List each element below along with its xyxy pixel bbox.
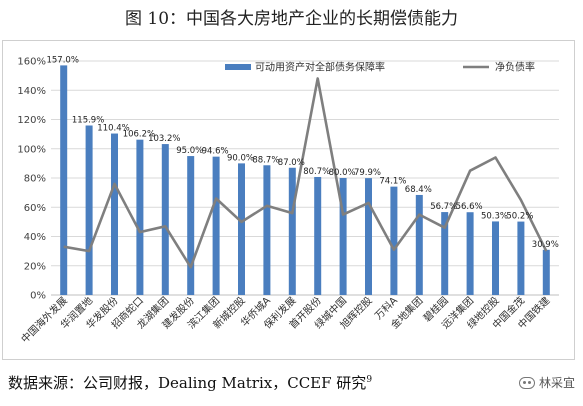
bar-data-label: 50.2% [506,212,533,222]
bar [288,167,296,295]
bar [263,165,271,295]
bar-data-label: 56.7% [430,202,457,212]
bar-data-label: 88.7% [252,155,279,165]
bar-data-label: 79.9% [354,168,381,178]
bar [314,176,322,295]
legend-label-bar: 可动用资产对全部债务保障率 [255,61,385,74]
bar [365,178,372,295]
bar-data-label: 103.2% [148,134,180,144]
bar-data-label: 74.1% [379,177,406,187]
y-tick-label: 60% [24,203,46,214]
source-footnote: 9 [366,375,373,385]
bar [415,194,423,295]
y-tick-label: 20% [24,261,46,272]
page-title: 图 10：中国各大房地产企业的长期偿债能力 [124,9,459,29]
bar-data-label: 106.2% [123,130,155,140]
line-series-net-debt [63,77,548,269]
legend-label-line: 净负债率 [495,61,535,74]
bar [390,186,398,295]
bar [111,133,118,295]
source-text: 数据来源：公司财报，Dealing Matrix，CCEF 研究 [8,374,367,392]
y-tick-label: 140% [17,86,46,97]
bar-data-label: 87.0% [278,158,305,168]
bar [492,221,499,295]
chart: 0% 20% 40% 60% 80% 100% 120% 140% 160% 157.0% 115.… [17,55,559,346]
y-tick-label: 40% [24,232,46,243]
source-note: 数据来源：公司财报，Dealing Matrix，CCEF 研究9 [8,372,372,393]
bar [60,65,68,295]
bar [85,125,93,295]
bar-data-label: 95.0% [176,146,203,156]
bar [212,156,220,295]
y-tick-label: 80% [24,174,46,185]
bar-data-label: 80.7% [303,167,330,177]
bar-data-label: 90.0% [227,153,254,163]
bar-data-label: 56.6% [456,202,483,212]
y-tick-label: 0% [30,291,46,302]
legend-swatch-bar [225,64,251,70]
y-tick-label: 120% [17,115,46,126]
y-tick-label: 100% [17,144,46,155]
bar [238,163,245,295]
bar-data-label: 50.3% [481,211,508,221]
bar-data-label: 30.9% [532,240,559,250]
bar-data-label: 68.4% [405,185,432,195]
y-tick-label: 160% [17,57,46,68]
bar [187,156,195,295]
watermark-text: 林采宜 [538,376,575,390]
bar-data-label: 94.6% [202,147,229,157]
bar [339,178,347,295]
bar-data-label: 80.0% [329,168,356,178]
bar [466,212,474,295]
bar [441,212,449,295]
bar-data-label: 110.4% [97,124,129,134]
bar-data-label: 115.9% [72,115,104,125]
bar [542,249,550,295]
bar [136,139,144,295]
wechat-icon [518,376,535,389]
watermark: 林采宜 [518,374,575,391]
bar-data-label: 157.0% [46,55,78,65]
chart-frame: 0% 20% 40% 60% 80% 100% 120% 140% 160% 157.0% 115.… [2,40,575,360]
bar [517,221,525,295]
bar [161,144,169,295]
